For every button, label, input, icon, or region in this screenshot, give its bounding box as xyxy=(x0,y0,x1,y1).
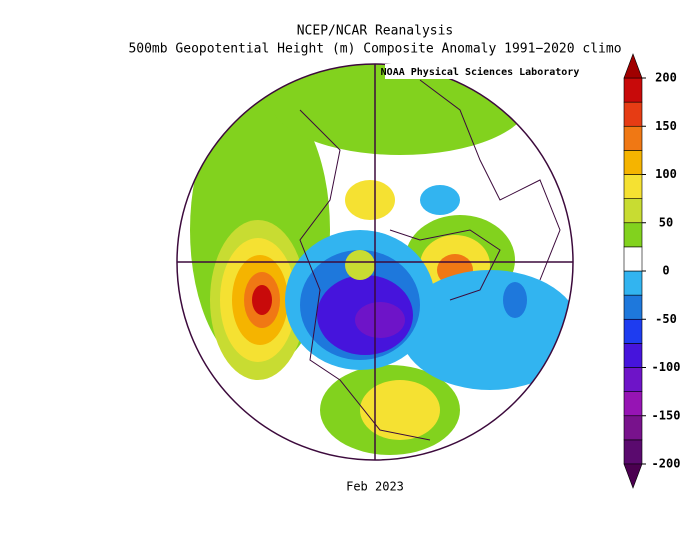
colorbar: -200 -150 -100 -50 0 50 100 150 200 xyxy=(623,53,681,489)
colorbar-bin xyxy=(623,150,643,175)
colorbar-tick-label: -150 xyxy=(652,408,681,422)
colorbar-bin xyxy=(623,318,643,344)
colorbar-tick-label: 50 xyxy=(659,215,673,229)
colorbar-tick-label: 200 xyxy=(655,71,677,85)
colorbar-bin xyxy=(623,343,643,368)
credit: NOAA Physical Sciences Laboratory xyxy=(381,66,580,78)
colorbar-extend-high xyxy=(623,53,643,79)
colorbar-bin xyxy=(623,198,643,224)
title: NCEP/NCAR Reanalysis xyxy=(297,24,454,39)
colorbar-tick-label: 150 xyxy=(655,119,677,133)
colorbar-bin xyxy=(623,294,643,320)
colorbar-tick-label: -50 xyxy=(655,312,677,326)
colorbar-bin xyxy=(623,415,643,441)
colorbar-tick-label: -100 xyxy=(652,360,681,374)
colorbar-extend-low xyxy=(623,463,643,489)
colorbar-bin xyxy=(623,391,643,417)
colorbar-bin xyxy=(623,246,643,272)
colorbar-tick-label: -200 xyxy=(652,457,681,471)
colorbar-bin xyxy=(623,77,643,103)
credit-box xyxy=(385,64,575,79)
date-label: Feb 2023 xyxy=(346,480,404,494)
colorbar-bin xyxy=(623,101,643,127)
colorbar-bin xyxy=(623,270,643,296)
colorbar-bin xyxy=(623,125,643,151)
colorbar-bin xyxy=(623,174,643,199)
subtitle: 500mb Geopotential Height (m) Composite … xyxy=(128,42,621,57)
colorbar-bin xyxy=(623,439,643,465)
colorbar-tick-label: 0 xyxy=(662,264,669,278)
colorbar-bin xyxy=(623,222,643,248)
colorbar-bin xyxy=(623,367,643,392)
colorbar-tick-label: 100 xyxy=(655,167,677,181)
